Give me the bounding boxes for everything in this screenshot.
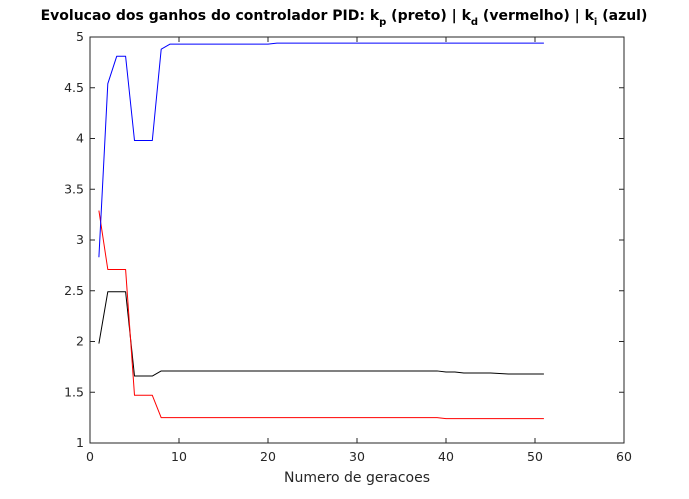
x-axis-label: Numero de geracoes	[284, 470, 430, 486]
y-tick-label: 1.5	[64, 384, 84, 399]
x-tick-label: 30	[349, 449, 365, 464]
kp-series-line	[98, 291, 544, 377]
y-tick-label: 3	[76, 232, 84, 247]
y-tick-label: 2	[76, 334, 84, 349]
y-tick-label: 4.5	[64, 80, 84, 95]
axis-ticks: 0 10 20 30 40 50 60 1 1.5 2 2.5 3 3.5 4 4.5 5	[64, 29, 632, 464]
kp-subscript: p	[379, 17, 386, 28]
chart-title: Evolucao dos ganhos do controlador PID: …	[41, 8, 648, 28]
ki-subscript: i	[594, 17, 597, 28]
x-tick-label: 0	[86, 449, 94, 464]
ki-series-line	[98, 42, 544, 258]
y-tick-label: 3.5	[64, 181, 84, 196]
x-tick-label: 50	[527, 449, 543, 464]
plot-area-frame	[89, 36, 625, 444]
x-tick-label: 10	[171, 449, 187, 464]
y-tick-label: 1	[76, 435, 84, 450]
kd-subscript: d	[471, 17, 478, 28]
y-tick-label: 2.5	[64, 283, 84, 298]
kd-series-line	[98, 210, 544, 420]
x-tick-label: 20	[260, 449, 276, 464]
y-tick-label: 5	[76, 29, 84, 44]
series-lines	[98, 42, 544, 420]
x-tick-label: 40	[438, 449, 454, 464]
x-tick-label: 60	[616, 449, 632, 464]
y-tick-label: 4	[76, 131, 84, 146]
